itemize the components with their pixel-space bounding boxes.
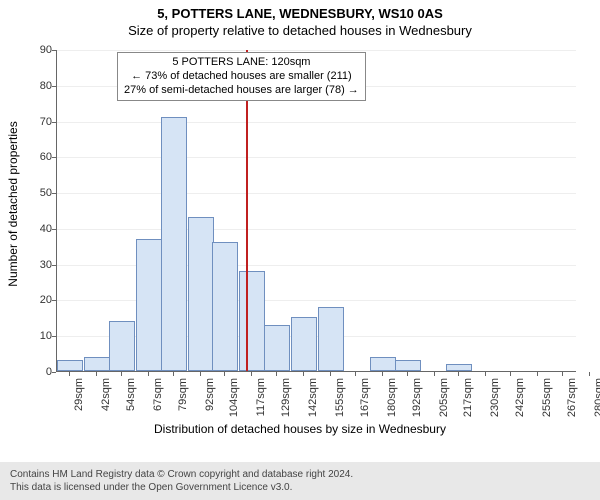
y-tick-label: 80 xyxy=(22,80,52,92)
x-tick-mark xyxy=(382,372,383,376)
x-tick-label: 180sqm xyxy=(386,378,398,417)
x-tick-label: 79sqm xyxy=(177,378,189,411)
x-tick-mark xyxy=(458,372,459,376)
y-tick-mark xyxy=(52,193,56,194)
page-title-address: 5, POTTERS LANE, WEDNESBURY, WS10 0AS xyxy=(0,0,600,21)
plot-area: 5 POTTERS LANE: 120sqm ← 73% of detached… xyxy=(56,50,576,372)
x-tick-label: 67sqm xyxy=(152,378,164,411)
y-tick-label: 20 xyxy=(22,294,52,306)
x-tick-mark xyxy=(510,372,511,376)
histogram-bar xyxy=(136,239,162,371)
info-line-smaller: ← 73% of detached houses are smaller (21… xyxy=(124,70,359,84)
x-tick-mark xyxy=(485,372,486,376)
x-tick-mark xyxy=(434,372,435,376)
x-axis-label: Distribution of detached houses by size … xyxy=(0,422,600,436)
x-tick-mark xyxy=(69,372,70,376)
info-line-larger: 27% of semi-detached houses are larger (… xyxy=(124,84,359,98)
footer-line2: This data is licensed under the Open Gov… xyxy=(10,481,590,494)
x-tick-mark xyxy=(96,372,97,376)
x-tick-label: 117sqm xyxy=(255,378,267,416)
x-tick-label: 280sqm xyxy=(593,378,600,417)
x-tick-mark xyxy=(355,372,356,376)
x-tick-label: 42sqm xyxy=(100,378,112,411)
x-tick-label: 205sqm xyxy=(438,378,450,417)
x-tick-mark xyxy=(407,372,408,376)
y-tick-mark xyxy=(52,157,56,158)
x-tick-label: 129sqm xyxy=(280,378,292,417)
x-tick-mark xyxy=(303,372,304,376)
histogram-bar xyxy=(395,360,421,371)
info-line-size: 5 POTTERS LANE: 120sqm xyxy=(124,56,359,70)
x-tick-label: 155sqm xyxy=(334,378,346,417)
histogram-bar xyxy=(264,325,290,372)
x-tick-mark xyxy=(276,372,277,376)
histogram-bar xyxy=(291,317,317,371)
histogram-bar xyxy=(84,357,110,371)
x-tick-mark xyxy=(173,372,174,376)
histogram-bar xyxy=(239,271,265,371)
y-tick-mark xyxy=(52,50,56,51)
y-tick-label: 90 xyxy=(22,44,52,56)
x-tick-mark xyxy=(330,372,331,376)
x-tick-mark xyxy=(562,372,563,376)
gridline xyxy=(57,122,576,123)
y-tick-label: 70 xyxy=(22,116,52,128)
x-tick-mark xyxy=(148,372,149,376)
x-tick-label: 54sqm xyxy=(125,378,137,411)
histogram-bar xyxy=(212,242,238,371)
x-tick-mark xyxy=(251,372,252,376)
y-tick-label: 10 xyxy=(22,330,52,342)
x-tick-label: 242sqm xyxy=(514,378,526,417)
x-tick-label: 104sqm xyxy=(228,378,240,417)
x-tick-label: 142sqm xyxy=(307,378,319,417)
y-tick-mark xyxy=(52,229,56,230)
x-tick-label: 267sqm xyxy=(566,378,578,417)
histogram-bar xyxy=(370,357,396,371)
footer-line1: Contains HM Land Registry data © Crown c… xyxy=(10,468,590,481)
gridline xyxy=(57,50,576,51)
x-tick-label: 217sqm xyxy=(462,378,474,417)
y-tick-label: 50 xyxy=(22,187,52,199)
histogram-bar xyxy=(446,364,472,371)
histogram-chart: Number of detached properties 5 POTTERS … xyxy=(0,44,600,444)
y-tick-mark xyxy=(52,336,56,337)
page-subtitle: Size of property relative to detached ho… xyxy=(0,21,600,38)
gridline xyxy=(57,193,576,194)
x-tick-label: 255sqm xyxy=(541,378,553,417)
histogram-bar xyxy=(57,360,83,371)
y-tick-label: 30 xyxy=(22,259,52,271)
x-tick-label: 230sqm xyxy=(489,378,501,417)
x-tick-mark xyxy=(224,372,225,376)
gridline xyxy=(57,229,576,230)
y-tick-label: 40 xyxy=(22,223,52,235)
histogram-bar xyxy=(109,321,135,371)
y-tick-mark xyxy=(52,265,56,266)
x-tick-label: 29sqm xyxy=(73,378,85,411)
y-tick-mark xyxy=(52,300,56,301)
gridline xyxy=(57,157,576,158)
x-tick-label: 192sqm xyxy=(411,378,423,417)
x-tick-label: 167sqm xyxy=(359,378,371,417)
histogram-bar xyxy=(161,117,187,371)
info-box: 5 POTTERS LANE: 120sqm ← 73% of detached… xyxy=(117,52,366,101)
y-tick-label: 0 xyxy=(22,366,52,378)
y-tick-mark xyxy=(52,372,56,373)
histogram-bar xyxy=(318,307,344,371)
x-tick-mark xyxy=(121,372,122,376)
x-tick-mark xyxy=(537,372,538,376)
footer-attribution: Contains HM Land Registry data © Crown c… xyxy=(0,462,600,500)
y-tick-label: 60 xyxy=(22,151,52,163)
x-tick-label: 92sqm xyxy=(204,378,216,411)
x-tick-mark xyxy=(589,372,590,376)
y-tick-mark xyxy=(52,122,56,123)
y-tick-mark xyxy=(52,86,56,87)
histogram-bar xyxy=(188,217,214,371)
x-tick-mark xyxy=(200,372,201,376)
